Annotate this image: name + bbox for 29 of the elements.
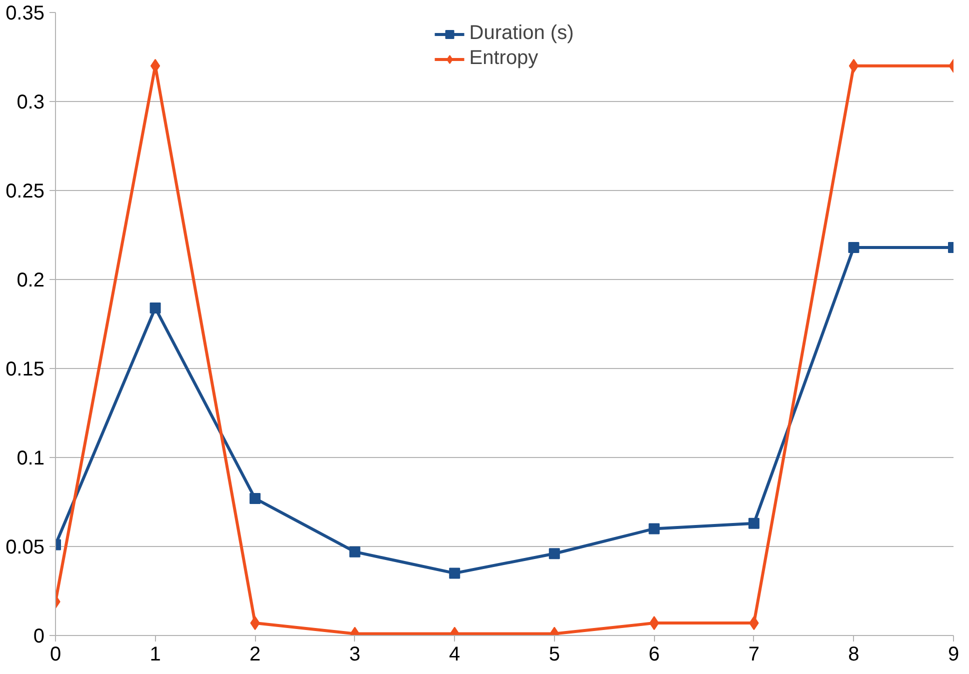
- point: [648, 523, 660, 534]
- x-tick-label: 9: [948, 644, 960, 666]
- point: [250, 492, 261, 504]
- y-tick-label: 0: [33, 626, 44, 648]
- legend-label: Duration (s): [469, 22, 574, 45]
- legend-label: Entropy: [469, 47, 538, 70]
- x-tick-label: 7: [748, 644, 760, 666]
- point: [848, 242, 860, 253]
- x-tick-label: 1: [150, 644, 161, 666]
- y-tick-label: 0.35: [6, 2, 45, 24]
- x-tick-label: 4: [449, 644, 460, 666]
- point: [150, 302, 161, 314]
- point: [848, 58, 859, 73]
- y-tick-label: 0.1: [16, 448, 45, 470]
- x-tick-label: 6: [648, 644, 660, 666]
- y-tick-label: 0.15: [6, 358, 45, 380]
- y-tick-label: 0.2: [16, 270, 45, 292]
- x-tick-label: 0: [50, 644, 62, 666]
- x-tick-label: 3: [349, 644, 360, 666]
- x-tick-label: 2: [249, 644, 261, 666]
- point: [449, 568, 460, 579]
- y-tick-label: 0.25: [6, 180, 45, 202]
- x-tick-label: 8: [848, 644, 860, 666]
- point: [349, 546, 360, 558]
- x-tick-label: 5: [548, 644, 560, 666]
- point: [748, 518, 760, 529]
- y-tick-label: 0.3: [16, 92, 45, 114]
- y-tick-label: 0.05: [6, 536, 45, 558]
- point: [548, 548, 560, 560]
